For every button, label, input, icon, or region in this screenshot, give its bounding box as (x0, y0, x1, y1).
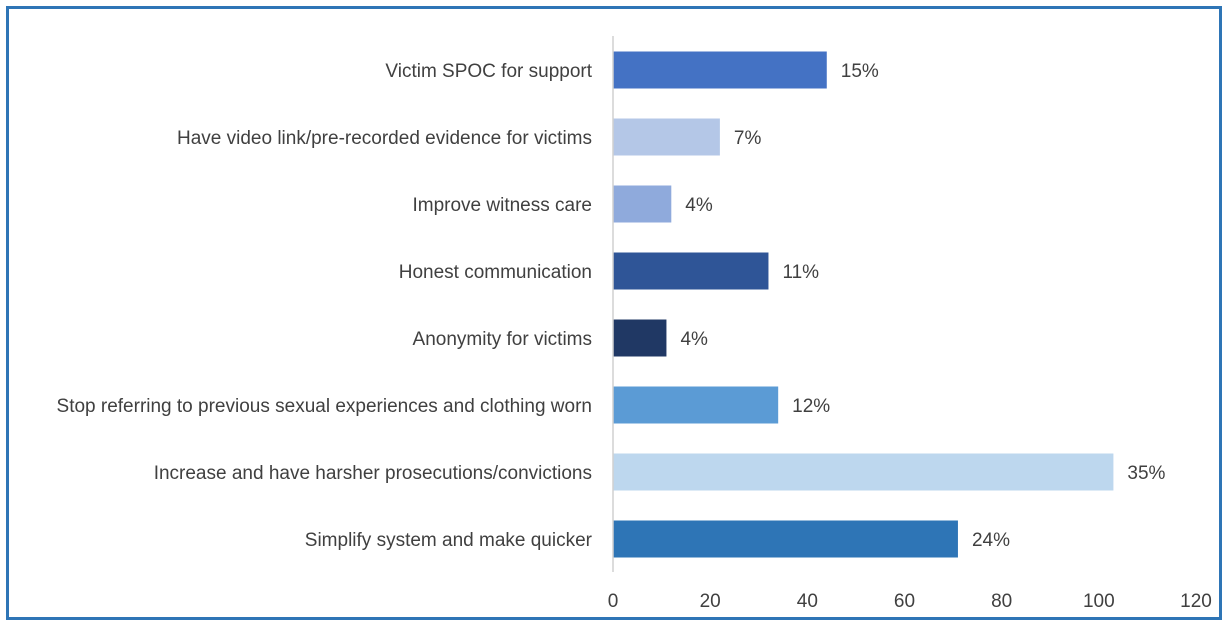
bar (613, 185, 672, 223)
category-label: Stop referring to previous sexual experi… (57, 396, 592, 417)
x-tick-labels-group: 0 20 40 60 80 100 120 (608, 591, 1212, 612)
bar (613, 252, 769, 290)
bars-group (613, 51, 1114, 558)
data-label: 24% (972, 530, 1010, 551)
data-labels-group: 15% 7% 4% 11% 4% 12% 35% 24% (680, 61, 1165, 551)
x-tick-label: 120 (1180, 591, 1212, 612)
data-label: 4% (685, 195, 713, 216)
bar (613, 51, 827, 89)
category-label: Improve witness care (412, 195, 592, 216)
data-label: 15% (841, 61, 879, 82)
category-label: Honest communication (399, 262, 592, 283)
chart-frame (6, 6, 1222, 620)
category-label: Victim SPOC for support (385, 61, 592, 82)
bar (613, 520, 958, 558)
x-tick-label: 80 (991, 591, 1012, 612)
data-label: 11% (782, 262, 819, 283)
bar (613, 118, 720, 156)
category-label: Anonymity for victims (413, 329, 592, 350)
data-label: 4% (680, 329, 708, 350)
x-tick-label: 0 (608, 591, 619, 612)
bar (613, 453, 1114, 491)
x-tick-label: 60 (894, 591, 915, 612)
category-label: Simplify system and make quicker (305, 530, 593, 551)
category-labels-group: Victim SPOC for support Have video link/p… (57, 61, 593, 551)
bar (613, 319, 667, 357)
x-tick-label: 20 (700, 591, 721, 612)
category-label: Have video link/pre-recorded evidence fo… (177, 128, 592, 149)
x-tick-label: 100 (1083, 591, 1115, 612)
data-label: 35% (1127, 463, 1165, 484)
x-tick-label: 40 (797, 591, 818, 612)
data-label: 12% (792, 396, 830, 417)
data-label: 7% (734, 128, 762, 149)
category-label: Increase and have harsher prosecutions/c… (154, 463, 592, 484)
bar (613, 386, 779, 424)
